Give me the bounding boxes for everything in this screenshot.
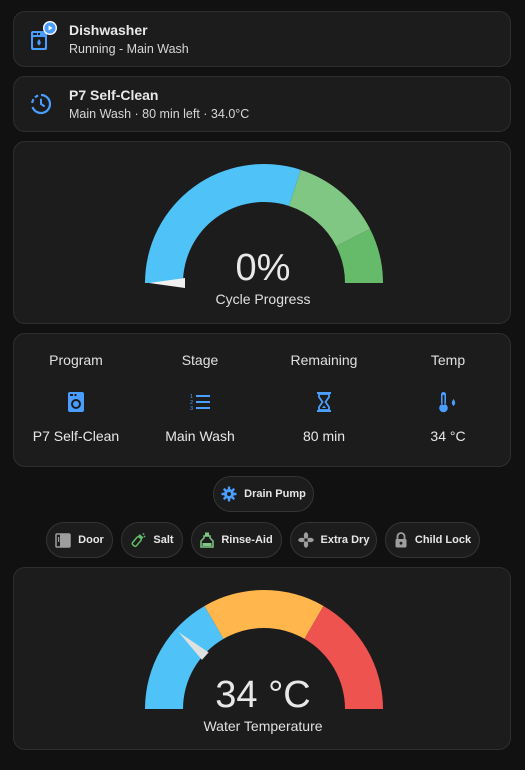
drain-pump-label: Drain Pump xyxy=(244,488,306,500)
temp-label: Water Temperature xyxy=(203,718,322,734)
cycle-progress-gauge: 0% Cycle Progress xyxy=(145,164,383,307)
gauge-segment-2 xyxy=(336,228,383,283)
stat-temp[interactable]: Temp 34 °C xyxy=(386,334,510,466)
gauge-segment-2 xyxy=(304,605,383,709)
svg-text:2: 2 xyxy=(190,400,193,406)
device-name: Dishwasher xyxy=(69,21,148,38)
cycle-progress-gauge-card[interactable]: 0% Cycle Progress xyxy=(13,141,511,324)
dishwasher-icon xyxy=(27,21,57,53)
temp-gauge-segments xyxy=(145,590,383,709)
gauge-segment-1 xyxy=(289,169,371,247)
salt-label: Salt xyxy=(153,534,174,546)
extra-dry-chip[interactable]: Extra Dry xyxy=(290,522,377,558)
child-lock-chip[interactable]: Child Lock xyxy=(385,522,480,558)
extra-dry-label: Extra Dry xyxy=(320,534,370,546)
svg-text:1: 1 xyxy=(190,394,193,400)
dishwasher-tile[interactable]: Dishwasher Running - Main Wash xyxy=(13,11,511,67)
hourglass-icon xyxy=(316,390,332,414)
stat-program-value: P7 Self-Clean xyxy=(32,428,120,444)
door-label: Door xyxy=(78,534,104,546)
rinse-aid-chip[interactable]: Rinse-Aid xyxy=(191,522,282,558)
gauge-segment-0 xyxy=(145,605,224,709)
stat-stage-label: Stage xyxy=(181,352,219,368)
stat-program-label: Program xyxy=(49,352,103,368)
stat-stage[interactable]: Stage 1 2 3 Main Wash xyxy=(138,334,262,466)
child-lock-label: Child Lock xyxy=(414,534,472,546)
stat-program[interactable]: Program P7 Self-Clean xyxy=(14,334,138,466)
gear-icon xyxy=(221,486,237,502)
stats-card: Program P7 Self-Clean Stage 1 2 3 xyxy=(13,333,511,467)
progress-gauge-segments xyxy=(145,164,383,283)
stat-remaining-label: Remaining xyxy=(290,352,358,368)
gauge-segment-1 xyxy=(204,590,324,639)
door-chip[interactable]: Door xyxy=(46,522,113,558)
thermometer-water-icon xyxy=(436,390,460,414)
dishwasher-program-icon xyxy=(66,390,86,414)
progress-value: 0% xyxy=(236,247,291,289)
water-temperature-gauge-card[interactable]: 34 °C Water Temperature xyxy=(13,567,511,750)
fan-icon xyxy=(297,532,314,548)
program-tile[interactable]: P7 Self-Clean Main Wash · 80 min left · … xyxy=(13,76,511,132)
stat-stage-value: Main Wash xyxy=(165,428,235,444)
temp-gauge-needle xyxy=(178,632,209,660)
progress-label: Cycle Progress xyxy=(216,291,311,307)
progress-gauge-needle xyxy=(149,278,185,288)
gauge-segment-0 xyxy=(145,164,301,283)
lock-icon xyxy=(394,532,408,548)
rinse-aid-label: Rinse-Aid xyxy=(221,534,273,546)
program-state: Main Wash · 80 min left · 34.0°C xyxy=(69,106,250,121)
shaker-icon xyxy=(130,532,146,548)
stat-remaining[interactable]: Remaining 80 min xyxy=(262,334,386,466)
temp-value: 34 °C xyxy=(215,674,310,716)
svg-text:3: 3 xyxy=(190,406,193,412)
play-badge-icon xyxy=(43,21,57,35)
door-icon xyxy=(55,532,71,548)
water-temperature-gauge: 34 °C Water Temperature xyxy=(145,590,383,734)
device-state: Running - Main Wash xyxy=(69,41,189,56)
stat-temp-value: 34 °C xyxy=(430,428,466,444)
program-name: P7 Self-Clean xyxy=(69,86,159,103)
salt-chip[interactable]: Salt xyxy=(121,522,183,558)
bottle-icon xyxy=(200,532,215,548)
format-list-numbered-icon: 1 2 3 xyxy=(189,390,211,414)
stat-temp-label: Temp xyxy=(430,352,466,368)
timer-progress-icon xyxy=(27,90,55,118)
stat-remaining-value: 80 min xyxy=(302,428,346,444)
drain-pump-button[interactable]: Drain Pump xyxy=(213,476,314,512)
